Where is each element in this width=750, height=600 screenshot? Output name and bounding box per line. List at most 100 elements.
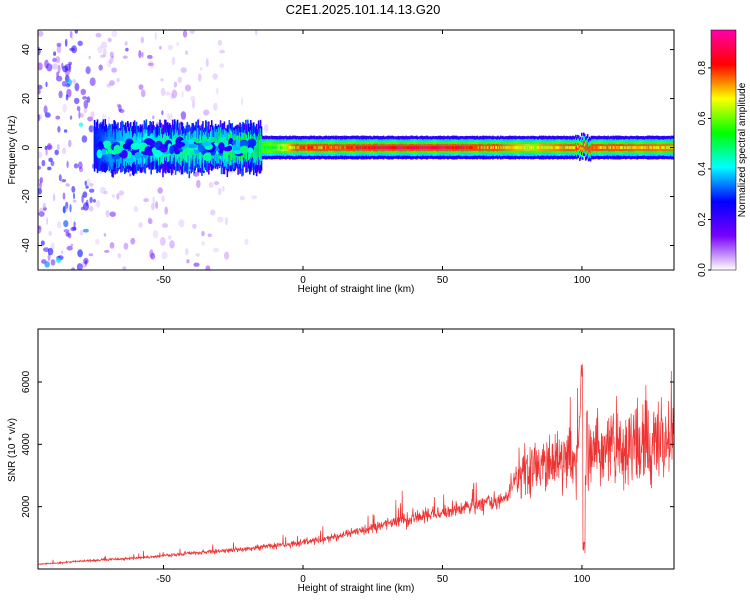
x-tick-label: 50 bbox=[437, 275, 449, 286]
spectrogram-noise-blob bbox=[69, 204, 72, 213]
x-tick-label: -50 bbox=[156, 574, 171, 585]
spectrogram-ridge-peak bbox=[571, 146, 573, 150]
spectrogram-noise-blob bbox=[125, 47, 129, 52]
spectrogram-ridge-peak bbox=[277, 146, 279, 150]
spectrogram-ridge-peak bbox=[413, 146, 415, 150]
spectrogram-ridge-peak bbox=[495, 146, 497, 150]
spectrogram-noise-blob bbox=[87, 116, 93, 122]
spectrogram-ridge-peak bbox=[429, 146, 432, 150]
spectrogram-ridge-peak bbox=[660, 146, 662, 150]
spectrogram-ridge-peak bbox=[349, 146, 352, 150]
spectrogram-noise-blob bbox=[62, 205, 66, 214]
spectrogram-ridge-peak bbox=[387, 146, 390, 150]
spectrogram-ridge-peak bbox=[338, 146, 341, 150]
spectrogram-noise-blob bbox=[255, 30, 258, 36]
spectrogram-ridge-blob bbox=[175, 141, 186, 148]
spectrogram-ridge-peak bbox=[456, 146, 458, 150]
spectrogram-ridge-peak bbox=[659, 146, 661, 150]
spectrogram-ridge-peak bbox=[512, 146, 515, 150]
spectrogram-ridge-peak bbox=[297, 146, 300, 150]
spectrogram-ridge-peak bbox=[621, 146, 623, 150]
spectrogram-ridge-peak bbox=[358, 146, 360, 150]
spectrogram-ridge-peak bbox=[445, 146, 447, 150]
spectrogram-ridge-peak bbox=[643, 146, 646, 150]
spectrogram-ridge-peak bbox=[455, 146, 457, 150]
spectrogram-ridge-peak bbox=[490, 146, 492, 150]
snr-y-ticks: 2000 4000 6000 bbox=[21, 370, 674, 518]
spectrogram-ridge-peak bbox=[515, 146, 518, 150]
spectrogram-noise-blob bbox=[161, 251, 168, 260]
colorbar-tick-label: 0.8 bbox=[697, 61, 708, 75]
spectrogram-noise-blob bbox=[218, 187, 222, 196]
spectrogram-noise-blob bbox=[138, 50, 142, 59]
spectrogram-noise-blob bbox=[177, 76, 182, 84]
spectrogram-ridge-peak bbox=[388, 146, 391, 150]
y-tick-label: 4000 bbox=[21, 433, 32, 456]
spectrogram-noise-blob bbox=[55, 56, 61, 64]
spectrogram-ridge-peak bbox=[423, 146, 426, 150]
spectrogram-noise-blob bbox=[155, 201, 159, 209]
spectrogram-noise-blob bbox=[85, 185, 89, 189]
spectrogram-ridge-peak bbox=[390, 146, 393, 150]
spectrogram-noise-blob bbox=[50, 160, 55, 167]
spectrogram-ridge-peak bbox=[403, 146, 405, 150]
spectrogram-ridge-peak bbox=[588, 147, 591, 151]
spectrogram-ridge-peak bbox=[611, 146, 613, 150]
spectrogram-noise-blob bbox=[160, 87, 166, 97]
spectrogram-ridge-peak bbox=[264, 146, 267, 150]
spectrogram-ridge-peak bbox=[576, 146, 578, 150]
spectrogram-ridge-peak bbox=[566, 146, 568, 150]
spectrogram-ridge-peak bbox=[567, 146, 569, 150]
spectrogram-ridge-peak bbox=[94, 146, 97, 150]
spectrogram-noise-blob bbox=[61, 62, 64, 69]
spectrogram-noise-blob bbox=[97, 45, 103, 54]
spectrogram-noise-blob bbox=[38, 114, 43, 120]
spectrogram-ridge-peak bbox=[382, 146, 385, 150]
spectrogram-y-label: Frequency (Hz) bbox=[7, 116, 18, 185]
spectrogram-ridge-peak bbox=[661, 146, 663, 150]
spectrogram-noise-blob bbox=[178, 219, 185, 228]
spectrogram-ridge-peak bbox=[356, 146, 358, 150]
spectrogram-ridge-peak bbox=[363, 146, 365, 150]
x-tick-label: 0 bbox=[300, 275, 306, 286]
spectrogram-ridge-peak bbox=[339, 146, 342, 150]
spectrogram-ridge-blob bbox=[113, 144, 121, 154]
spectrogram-ridge-peak bbox=[462, 146, 465, 150]
spectrogram-ridge-peak bbox=[585, 146, 588, 150]
spectrogram-ridge-peak bbox=[482, 146, 484, 150]
spectrogram-noise-blob bbox=[181, 90, 184, 98]
spectrogram-ridge-peak bbox=[412, 146, 414, 150]
spectrogram-ridge-peak bbox=[546, 146, 549, 150]
spectrogram-noise-blob bbox=[47, 247, 54, 256]
spectrogram-ridge-peak bbox=[536, 146, 538, 150]
spectrogram-noise-blob bbox=[210, 209, 216, 216]
spectrogram-ridge-peak bbox=[605, 146, 607, 150]
spectrogram-noise-blob bbox=[143, 198, 149, 203]
spectrogram-ridge-peak bbox=[332, 146, 335, 150]
spectrogram-ridge-peak bbox=[425, 146, 428, 150]
spectrogram-noise-blob bbox=[89, 196, 93, 204]
spectrogram-ridge-peak bbox=[500, 146, 503, 150]
spectrogram-noise-blob bbox=[241, 97, 244, 106]
figure-title: C2E1.2025.101.14.13.G20 bbox=[286, 2, 441, 17]
spectrogram-noise-blob bbox=[122, 266, 127, 270]
spectrogram-noise-blob bbox=[180, 67, 187, 73]
spectrogram-noise-blob bbox=[111, 55, 115, 60]
spectrogram-noise-blob bbox=[38, 89, 41, 95]
spectrogram-ridge-peak bbox=[599, 146, 602, 150]
spectrogram-noise-blob bbox=[39, 207, 44, 215]
spectrogram-ridge-peak bbox=[424, 146, 427, 150]
spectrogram-ridge-peak bbox=[271, 146, 274, 150]
spectrogram-ridge-peak bbox=[508, 146, 511, 150]
spectrogram-ridge-peak bbox=[452, 146, 454, 150]
spectrogram-ridge-blob bbox=[183, 147, 189, 155]
spectrogram-noise-blob bbox=[224, 251, 230, 260]
spectrogram-ridge-peak bbox=[436, 146, 439, 150]
spectrogram-ridge-peak bbox=[516, 146, 519, 150]
spectrogram-ridge-peak bbox=[631, 146, 634, 150]
spectrogram-ridge-peak bbox=[268, 146, 271, 150]
spectrogram-ridge-peak bbox=[591, 146, 594, 150]
spectrogram-noise-blob bbox=[71, 267, 76, 270]
spectrogram-ridge-peak bbox=[444, 146, 446, 150]
spectrogram-ridge-blob bbox=[202, 141, 212, 147]
